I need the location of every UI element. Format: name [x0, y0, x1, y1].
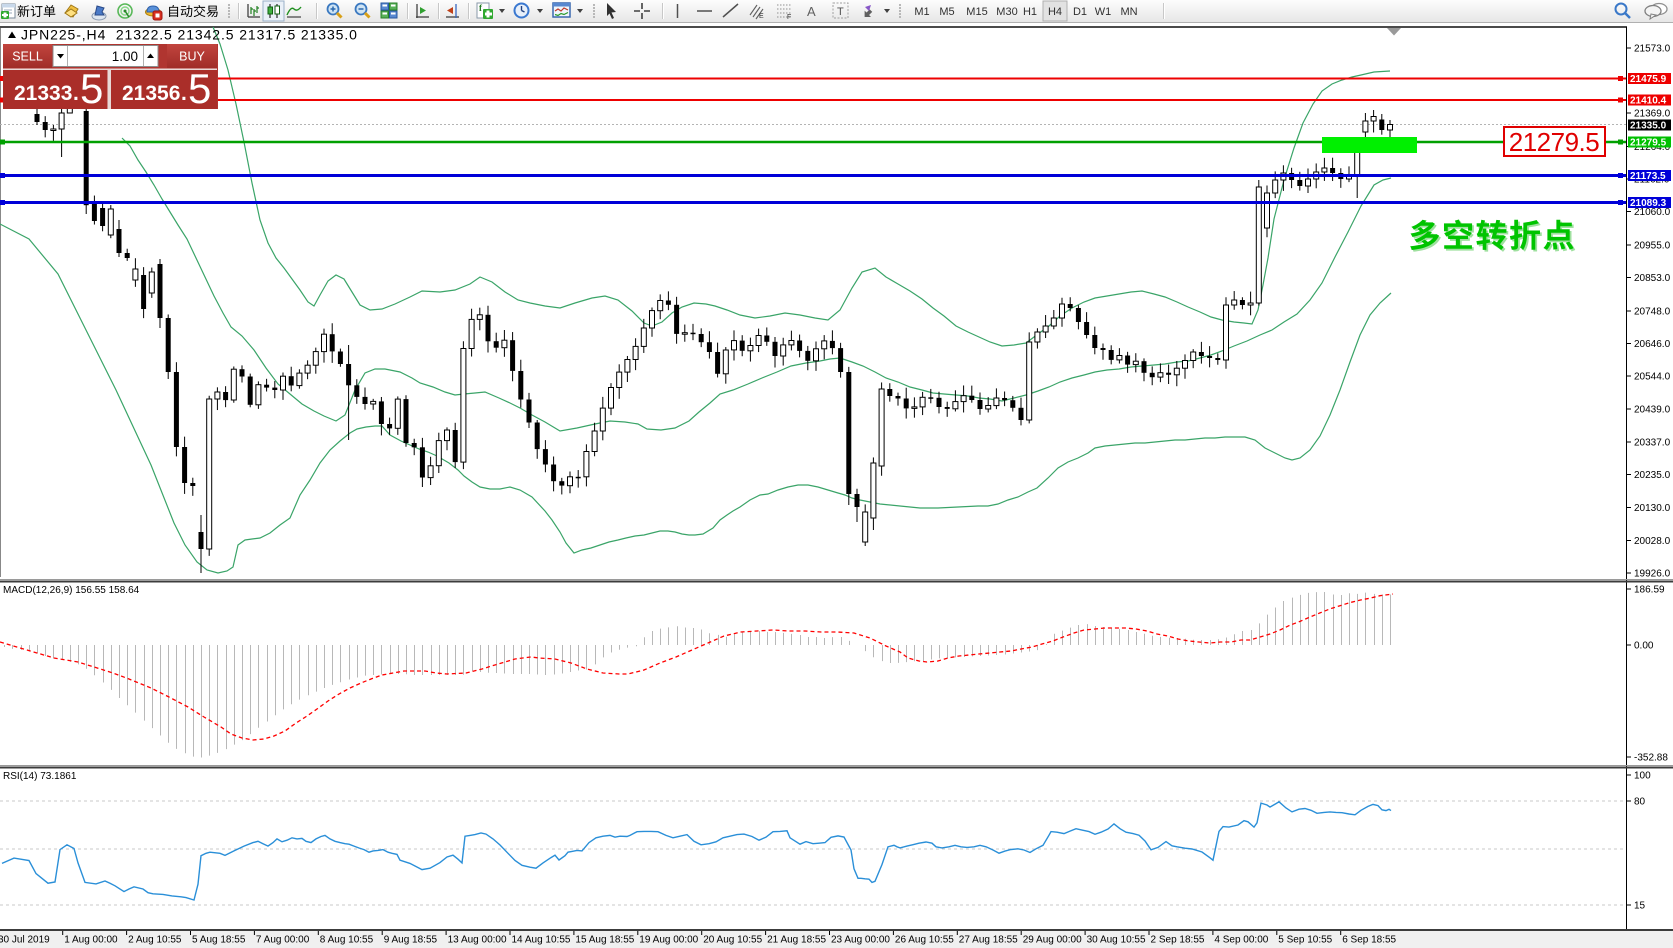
svg-text:26 Aug 10:55: 26 Aug 10:55 [895, 935, 954, 946]
svg-text:M5: M5 [939, 6, 954, 18]
svg-text:27 Aug 18:55: 27 Aug 18:55 [959, 935, 1018, 946]
svg-text:15: 15 [1634, 901, 1646, 912]
svg-text:14 Aug 10:55: 14 Aug 10:55 [512, 935, 571, 946]
svg-text:29 Aug 00:00: 29 Aug 00:00 [1023, 935, 1082, 946]
svg-text:15 Aug 18:55: 15 Aug 18:55 [575, 935, 634, 946]
svg-text:186.59: 186.59 [1634, 585, 1665, 596]
svg-text:21089.3: 21089.3 [1630, 198, 1667, 209]
svg-text:8 Aug 10:55: 8 Aug 10:55 [320, 935, 374, 946]
svg-text:6 Sep 18:55: 6 Sep 18:55 [1342, 935, 1396, 946]
svg-text:80: 80 [1634, 797, 1646, 808]
svg-text:SELL: SELL [12, 50, 43, 64]
svg-text:23 Aug 00:00: 23 Aug 00:00 [831, 935, 890, 946]
svg-text:13 Aug 00:00: 13 Aug 00:00 [448, 935, 507, 946]
svg-text:.: . [73, 82, 79, 105]
svg-text:1 Aug 00:00: 1 Aug 00:00 [64, 935, 118, 946]
svg-text:20130.0: 20130.0 [1634, 503, 1671, 514]
svg-text:7 Aug 00:00: 7 Aug 00:00 [256, 935, 310, 946]
svg-text:BUY: BUY [179, 50, 205, 64]
svg-text:A: A [807, 4, 816, 19]
svg-text:MACD(12,26,9) 156.55 158.64: MACD(12,26,9) 156.55 158.64 [3, 585, 140, 596]
svg-text:21369.0: 21369.0 [1634, 109, 1671, 120]
svg-text:MN: MN [1120, 6, 1137, 18]
svg-text:2 Sep 18:55: 2 Sep 18:55 [1151, 935, 1205, 946]
svg-text:D1: D1 [1073, 6, 1087, 18]
svg-text:20955.0: 20955.0 [1634, 241, 1671, 252]
svg-text:1.00: 1.00 [112, 49, 138, 64]
svg-text:21173.5: 21173.5 [1630, 171, 1666, 182]
svg-text:100: 100 [1634, 771, 1651, 782]
svg-text:f: f [479, 3, 483, 13]
svg-text:19926.0: 19926.0 [1634, 569, 1671, 580]
svg-text:21279.5: 21279.5 [1630, 138, 1667, 149]
svg-text:E: E [759, 13, 764, 20]
svg-text:2 Aug 10:55: 2 Aug 10:55 [128, 935, 182, 946]
svg-text:M1: M1 [914, 6, 929, 18]
svg-text:20748.0: 20748.0 [1634, 307, 1671, 318]
svg-text:T: T [837, 6, 844, 18]
svg-text:4 Sep 00:00: 4 Sep 00:00 [1214, 935, 1268, 946]
svg-text:21475.9: 21475.9 [1630, 74, 1667, 85]
svg-text:19 Aug 00:00: 19 Aug 00:00 [639, 935, 698, 946]
svg-text:20853.0: 20853.0 [1634, 273, 1671, 284]
svg-text:20235.0: 20235.0 [1634, 470, 1671, 481]
svg-text:21279.5: 21279.5 [1509, 127, 1600, 157]
svg-text:30 Jul 2019: 30 Jul 2019 [0, 935, 50, 946]
svg-text:H4: H4 [1048, 6, 1062, 18]
svg-text:W1: W1 [1095, 6, 1112, 18]
svg-text:21 Aug 18:55: 21 Aug 18:55 [767, 935, 826, 946]
svg-text:21573.0: 21573.0 [1634, 44, 1671, 55]
svg-text:20337.0: 20337.0 [1634, 438, 1671, 449]
svg-text:.: . [181, 82, 187, 105]
svg-text:30 Aug 10:55: 30 Aug 10:55 [1087, 935, 1146, 946]
svg-text:20544.0: 20544.0 [1634, 372, 1671, 383]
svg-text:5 Aug 18:55: 5 Aug 18:55 [192, 935, 246, 946]
svg-text:M15: M15 [966, 6, 987, 18]
svg-text:5 Sep 10:55: 5 Sep 10:55 [1278, 935, 1332, 946]
svg-text:0.00: 0.00 [1634, 641, 1654, 652]
svg-text:21335.0: 21335.0 [1630, 121, 1667, 132]
svg-text:21333: 21333 [14, 82, 72, 105]
svg-text:20 Aug 10:55: 20 Aug 10:55 [703, 935, 762, 946]
svg-text:-352.88: -352.88 [1634, 753, 1668, 764]
svg-text:5: 5 [80, 65, 103, 112]
svg-text:M30: M30 [996, 6, 1017, 18]
svg-text:20028.0: 20028.0 [1634, 536, 1671, 547]
svg-text:RSI(14) 73.1861: RSI(14) 73.1861 [3, 771, 77, 782]
svg-text:20439.0: 20439.0 [1634, 405, 1671, 416]
svg-text:21356: 21356 [122, 82, 180, 105]
svg-text:20646.0: 20646.0 [1634, 339, 1671, 350]
svg-text:JPN225-,H4 21322.5 21342.5 21: JPN225-,H4 21322.5 21342.5 21317.5 21335… [21, 27, 358, 43]
svg-text:F: F [787, 14, 791, 21]
svg-text:H1: H1 [1023, 6, 1037, 18]
svg-text:5: 5 [188, 65, 211, 112]
svg-text:9 Aug 18:55: 9 Aug 18:55 [384, 935, 438, 946]
svg-text:21060.0: 21060.0 [1634, 207, 1671, 218]
svg-text:21410.4: 21410.4 [1630, 96, 1667, 107]
